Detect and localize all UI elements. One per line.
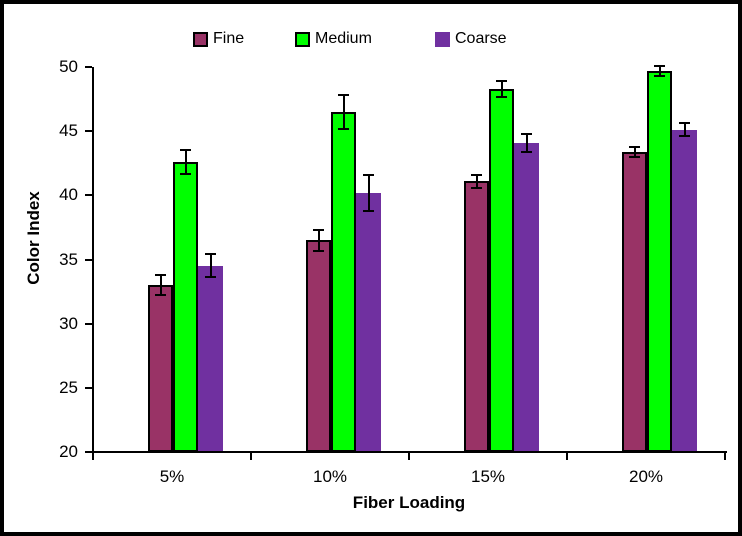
errorbar-cap-bottom-coarse-20pct xyxy=(679,135,690,138)
bar-fine-20pct xyxy=(622,151,647,452)
bar-medium-20pct xyxy=(647,70,672,452)
x-tick-0 xyxy=(92,452,94,460)
errorbar-cap-top-coarse-10pct xyxy=(363,173,374,176)
errorbar-cap-top-fine-5pct xyxy=(155,273,166,276)
errorbar-cap-bottom-medium-20pct xyxy=(654,74,665,77)
bar-medium-15pct xyxy=(489,88,514,452)
bar-fine-5pct xyxy=(148,285,173,452)
legend-label-coarse: Coarse xyxy=(455,30,507,47)
errorbar-cap-bottom-coarse-10pct xyxy=(363,209,374,212)
y-tick-label-35: 35 xyxy=(59,249,78,269)
errorbar-cap-top-coarse-20pct xyxy=(679,122,690,125)
errorbar-line-medium-5pct xyxy=(184,150,187,174)
y-tick-label-25: 25 xyxy=(59,377,78,397)
y-tick-35 xyxy=(85,258,92,261)
x-category-label-10pct: 10% xyxy=(312,467,348,486)
bar-fine-15pct xyxy=(464,181,489,452)
errorbar-cap-bottom-coarse-15pct xyxy=(521,150,532,153)
legend-label-fine: Fine xyxy=(213,30,245,47)
bar-coarse-15pct xyxy=(514,142,539,452)
errorbar-line-coarse-20pct xyxy=(683,123,686,137)
x-tick-4 xyxy=(724,452,726,460)
y-axis-line xyxy=(92,67,94,454)
bar-coarse-5pct xyxy=(198,265,223,452)
legend-item-medium: Medium xyxy=(295,30,372,48)
x-tick-1 xyxy=(250,452,252,460)
errorbar-line-fine-15pct xyxy=(475,174,478,188)
errorbar-cap-top-coarse-15pct xyxy=(521,132,532,135)
errorbar-line-medium-20pct xyxy=(658,65,661,76)
bar-coarse-20pct xyxy=(672,129,697,452)
y-tick-25 xyxy=(85,386,92,389)
errorbar-cap-bottom-fine-5pct xyxy=(155,294,166,297)
x-category-label-5pct: 5% xyxy=(159,467,185,486)
errorbar-line-fine-5pct xyxy=(159,274,162,296)
errorbar-line-coarse-15pct xyxy=(525,133,528,152)
errorbar-cap-bottom-medium-15pct xyxy=(496,95,507,98)
bar-fine-10pct xyxy=(306,240,331,452)
y-axis-title: Color Index xyxy=(24,191,43,285)
errorbar-cap-top-fine-15pct xyxy=(471,173,482,176)
errorbar-cap-top-fine-10pct xyxy=(313,228,324,231)
errorbar-cap-top-medium-5pct xyxy=(180,149,191,152)
errorbar-cap-top-medium-15pct xyxy=(496,80,507,83)
y-tick-label-45: 45 xyxy=(59,121,78,141)
errorbar-line-coarse-5pct xyxy=(209,254,212,278)
errorbar-cap-bottom-fine-10pct xyxy=(313,249,324,252)
x-category-label-20pct: 20% xyxy=(628,467,664,486)
y-tick-label-20: 20 xyxy=(59,442,78,461)
y-tick-label-50: 50 xyxy=(59,57,78,76)
y-tick-45 xyxy=(85,130,92,133)
y-tick-40 xyxy=(85,194,92,197)
legend-swatch-fine xyxy=(193,31,208,47)
bar-medium-5pct xyxy=(173,161,198,452)
errorbar-cap-top-fine-20pct xyxy=(629,145,640,148)
y-tick-20 xyxy=(85,451,92,453)
errorbar-line-fine-10pct xyxy=(317,229,320,251)
y-tick-label-30: 30 xyxy=(59,313,78,333)
errorbar-cap-top-medium-20pct xyxy=(654,64,665,67)
x-tick-3 xyxy=(566,452,568,460)
legend-item-coarse: Coarse xyxy=(435,30,507,48)
legend-swatch-coarse xyxy=(435,31,450,47)
errorbar-cap-bottom-medium-5pct xyxy=(180,172,191,175)
errorbar-cap-top-medium-10pct xyxy=(338,94,349,97)
errorbar-line-medium-10pct xyxy=(342,95,345,129)
y-tick-label-40: 40 xyxy=(59,185,78,205)
errorbar-line-medium-15pct xyxy=(500,81,503,97)
errorbar-cap-bottom-fine-15pct xyxy=(471,186,482,189)
x-axis-title: Fiber Loading xyxy=(352,493,466,512)
errorbar-cap-bottom-medium-10pct xyxy=(338,127,349,130)
bar-coarse-10pct xyxy=(356,192,381,452)
x-category-label-15pct: 15% xyxy=(470,467,506,486)
errorbar-cap-bottom-fine-20pct xyxy=(629,155,640,158)
y-tick-50 xyxy=(85,66,92,68)
y-tick-30 xyxy=(85,322,92,325)
errorbar-line-coarse-10pct xyxy=(367,174,370,211)
legend-swatch-medium xyxy=(295,31,310,47)
errorbar-cap-top-coarse-5pct xyxy=(205,253,216,256)
x-tick-2 xyxy=(408,452,410,460)
errorbar-line-fine-20pct xyxy=(633,146,636,157)
errorbar-cap-bottom-coarse-5pct xyxy=(205,276,216,279)
bar-medium-10pct xyxy=(331,111,356,452)
legend-item-fine: Fine xyxy=(193,30,244,48)
legend-label-medium: Medium xyxy=(315,30,372,47)
